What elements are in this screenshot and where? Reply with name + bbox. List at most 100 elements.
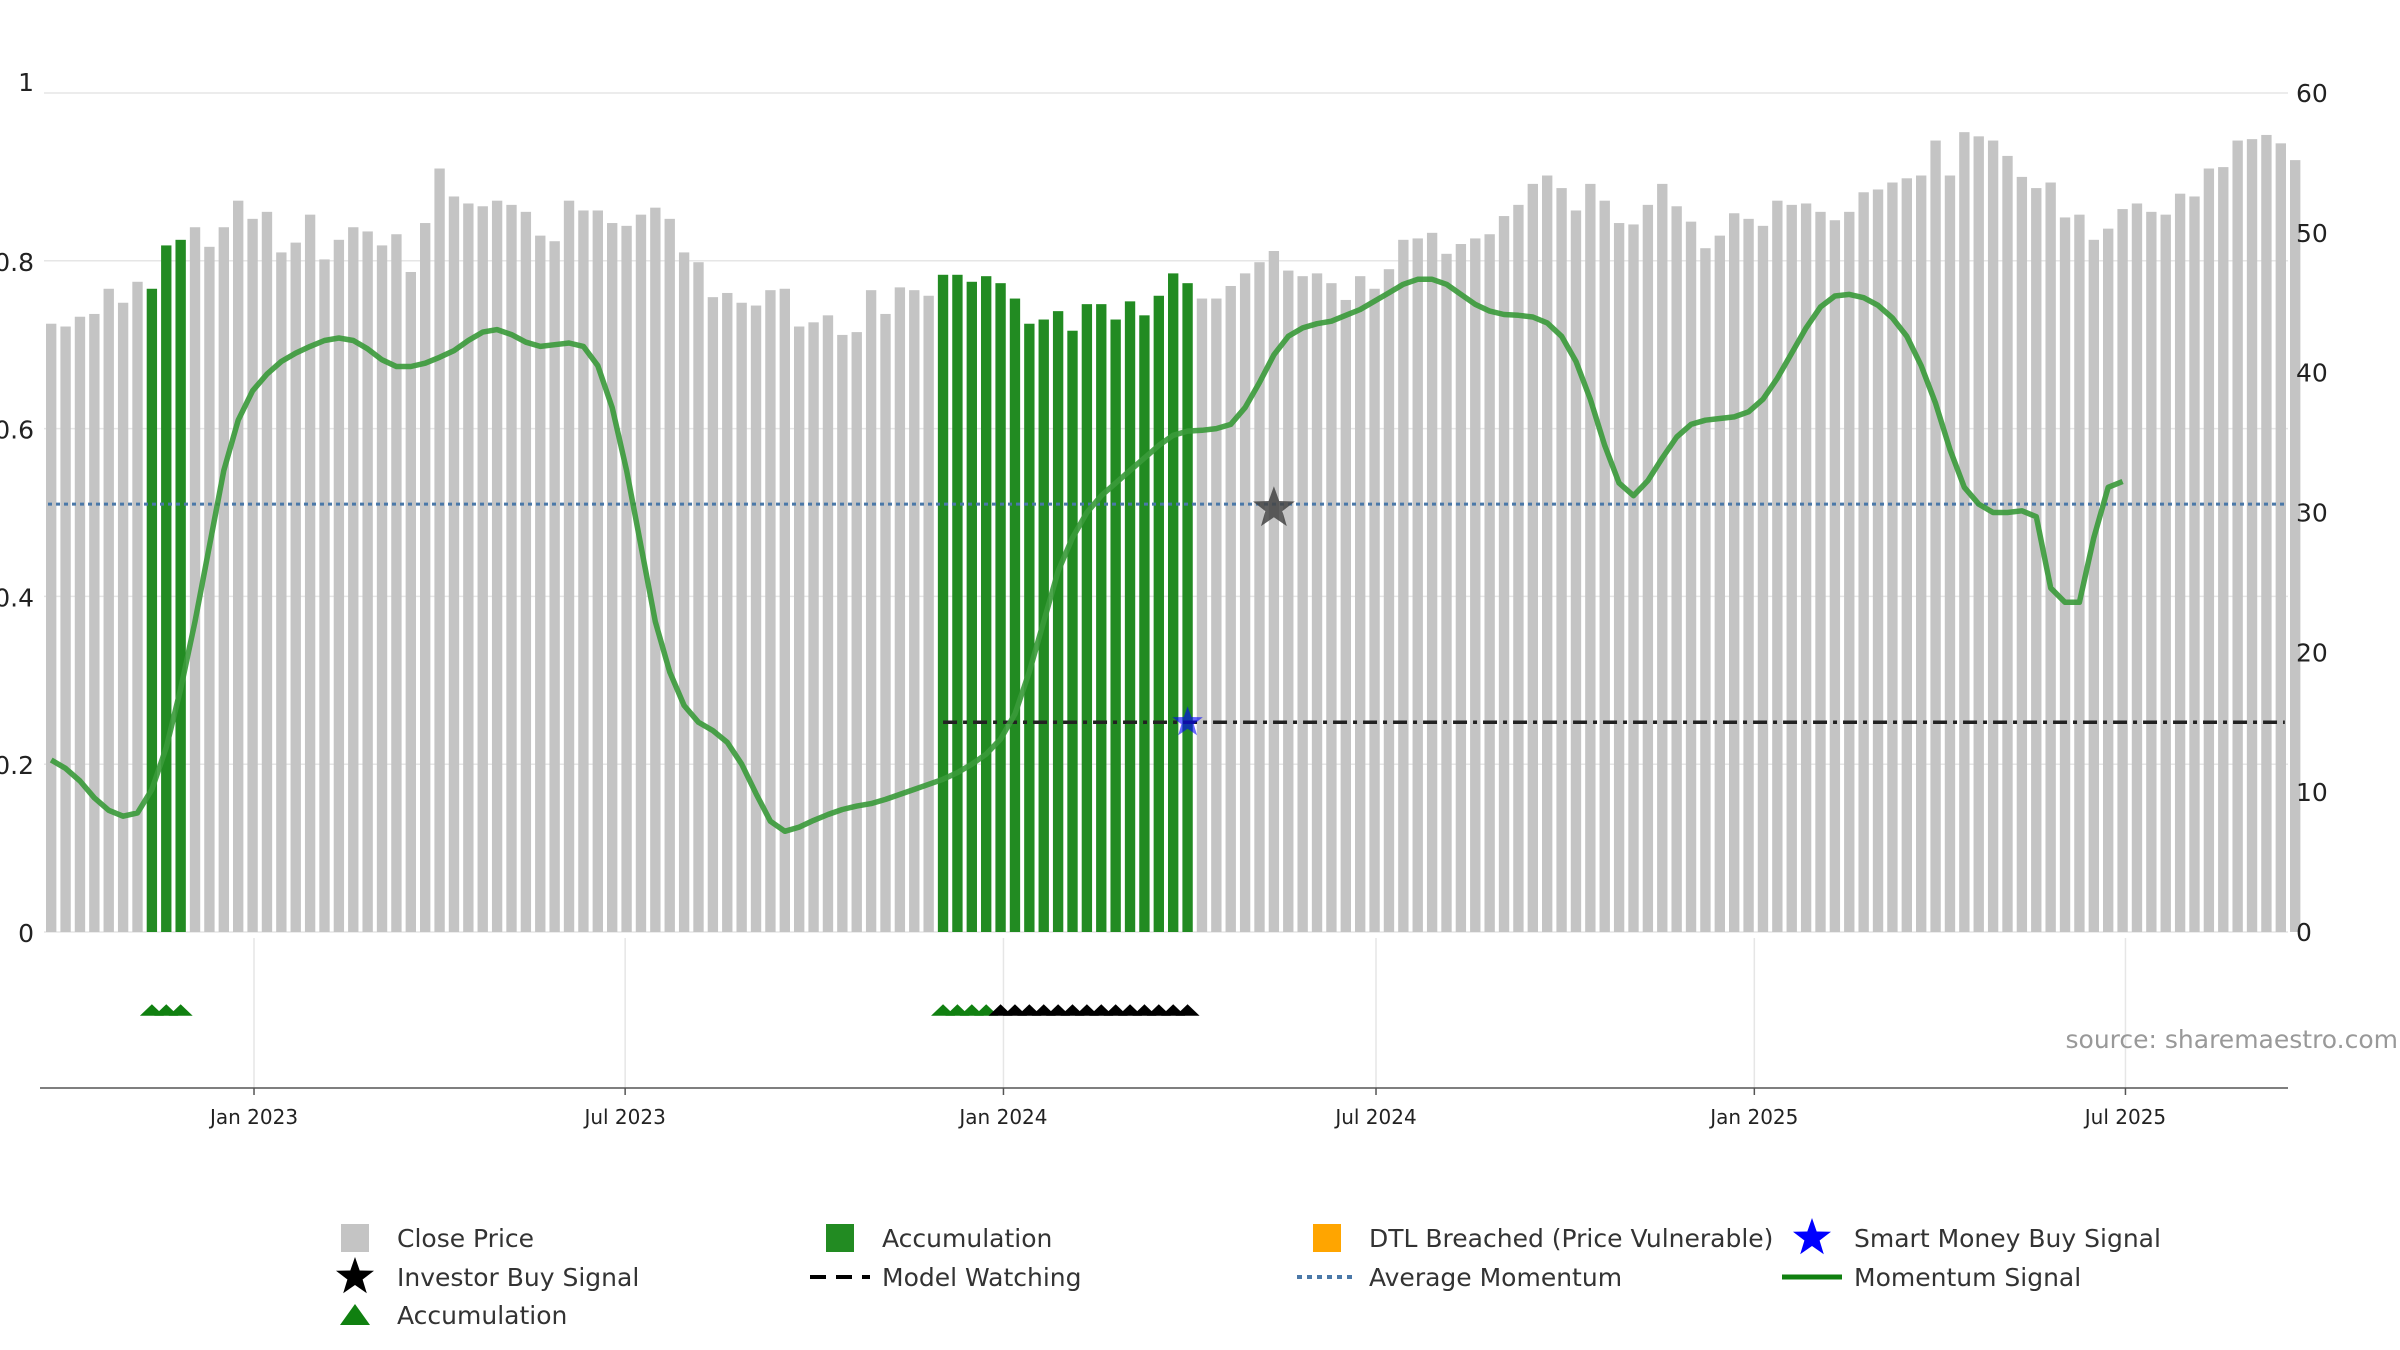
close-price-bar <box>2203 168 2215 932</box>
close-price-bar <box>1930 140 1941 932</box>
accumulation-bar <box>175 239 186 932</box>
close-price-bar <box>535 235 546 932</box>
close-price-bar <box>477 206 488 932</box>
legend-label-investor: Investor Buy Signal <box>397 1263 639 1292</box>
close-price-bar <box>1815 211 1826 932</box>
x-axis-tick-label: Jan 2025 <box>1708 1105 1798 1129</box>
close-price-bar <box>362 231 373 932</box>
close-price-bar <box>1901 178 1912 932</box>
accumulation-bar <box>937 274 949 932</box>
legend-label-accum_tri: Accumulation <box>397 1301 567 1330</box>
close-price-bar <box>60 326 71 932</box>
close-price-bar <box>1369 288 1380 932</box>
close-price-bar <box>2146 211 2157 932</box>
close-price-bar <box>1987 140 1999 932</box>
accumulation-bar <box>1067 330 1078 932</box>
close-price-bar <box>89 313 100 933</box>
accumulation-bar <box>966 281 977 932</box>
close-price-bar <box>851 332 862 932</box>
close-price-bar <box>1613 223 1625 933</box>
close-price-bar <box>2117 209 2128 933</box>
close-price-bar <box>434 168 445 932</box>
close-price-bar <box>1729 213 1740 933</box>
close-price-bar <box>1283 270 1294 932</box>
close-price-bar <box>1484 234 1495 932</box>
close-price-bars <box>46 132 2301 933</box>
close-price-bar <box>1887 182 1898 932</box>
right-axis-tick-label: 20 <box>2296 638 2328 667</box>
x-axis-tick-label: Jan 2023 <box>208 1105 298 1129</box>
close-price-bar <box>1470 238 1481 933</box>
close-price-bar <box>1916 175 1927 933</box>
close-price-bar <box>1311 273 1323 932</box>
close-price-bar <box>1772 200 1783 933</box>
legend-swatch-dtl <box>1313 1224 1341 1252</box>
close-price-bar <box>2103 228 2114 933</box>
accumulation-bar <box>1024 323 1035 933</box>
close-price-bar <box>2246 139 2258 932</box>
momentum-signal-series <box>49 276 2124 835</box>
close-price-bar <box>2174 193 2186 932</box>
legend-label-avgmom: Average Momentum <box>1369 1263 1622 1292</box>
close-price-bar <box>420 223 431 933</box>
close-price-bar <box>348 227 359 933</box>
close-price-bar <box>2275 143 2286 933</box>
close-price-bar <box>463 203 474 933</box>
momentum-signal-line <box>49 276 2124 835</box>
close-price-bar <box>1657 183 1668 932</box>
right-axis-tick-label: 30 <box>2296 499 2328 528</box>
close-price-bar <box>765 290 776 932</box>
investor-buy-signal-star <box>1253 486 1295 527</box>
close-price-bar <box>837 334 848 933</box>
accumulation-bar <box>1052 311 1064 932</box>
x-axis-tick-label: Jul 2023 <box>582 1105 665 1129</box>
close-price-bar <box>218 227 229 933</box>
close-price-bar <box>1225 285 1236 933</box>
close-price-bar <box>894 287 906 932</box>
close-price-bar <box>1714 235 1725 932</box>
accumulation-bar <box>995 283 1006 932</box>
legend-swatch-investor <box>336 1257 374 1294</box>
close-price-bar <box>1570 210 1582 932</box>
gridlines <box>44 92 2288 1088</box>
accumulation-bar <box>1124 301 1136 932</box>
close-price-bar <box>2131 203 2143 933</box>
close-price-bar <box>304 214 316 932</box>
legend-swatch-accum_tri <box>340 1304 370 1325</box>
close-price-bar <box>822 315 834 933</box>
close-price-bar <box>1786 204 1797 932</box>
close-price-bar <box>2031 188 2042 932</box>
smart-money-buy-signal-star <box>1172 706 1203 736</box>
source-label: source: sharemaestro.com <box>2066 1025 2399 1054</box>
close-price-bar <box>1757 225 1769 932</box>
close-price-bar <box>261 211 273 932</box>
accumulation-triangle-green <box>168 1004 193 1016</box>
close-price-bar <box>2016 176 2028 932</box>
accumulation-bar <box>981 276 992 933</box>
accumulation-bar <box>1081 304 1093 933</box>
close-price-bar <box>1513 204 1524 932</box>
x-axis-tick-label: Jul 2024 <box>1333 1105 1416 1129</box>
legend-label-smart: Smart Money Buy Signal <box>1854 1224 2161 1253</box>
close-price-bar <box>319 259 330 932</box>
close-price-bar <box>290 242 301 932</box>
close-price-bar <box>1599 200 1610 933</box>
close-price-bar <box>132 281 143 932</box>
right-axis-tick-label: 0 <box>2296 918 2312 947</box>
right-axis-tick-label: 60 <box>2296 79 2328 108</box>
close-price-bar <box>693 262 704 932</box>
close-price-bar <box>46 323 57 933</box>
legend-swatch-smart <box>1793 1218 1831 1255</box>
close-price-bar <box>1268 251 1280 933</box>
left-axis-tick-label: 0.4 <box>0 583 34 612</box>
close-price-bar <box>1844 211 1855 932</box>
close-price-bar <box>707 297 719 932</box>
close-price-bar <box>247 218 258 933</box>
close-price-bar <box>722 292 733 932</box>
close-price-bar <box>750 305 762 933</box>
close-price-bar <box>736 302 747 932</box>
legend-label-momentum: Momentum Signal <box>1854 1263 2081 1292</box>
left-axis-tick-label: 0.2 <box>0 751 34 780</box>
close-price-bar <box>1642 204 1654 932</box>
